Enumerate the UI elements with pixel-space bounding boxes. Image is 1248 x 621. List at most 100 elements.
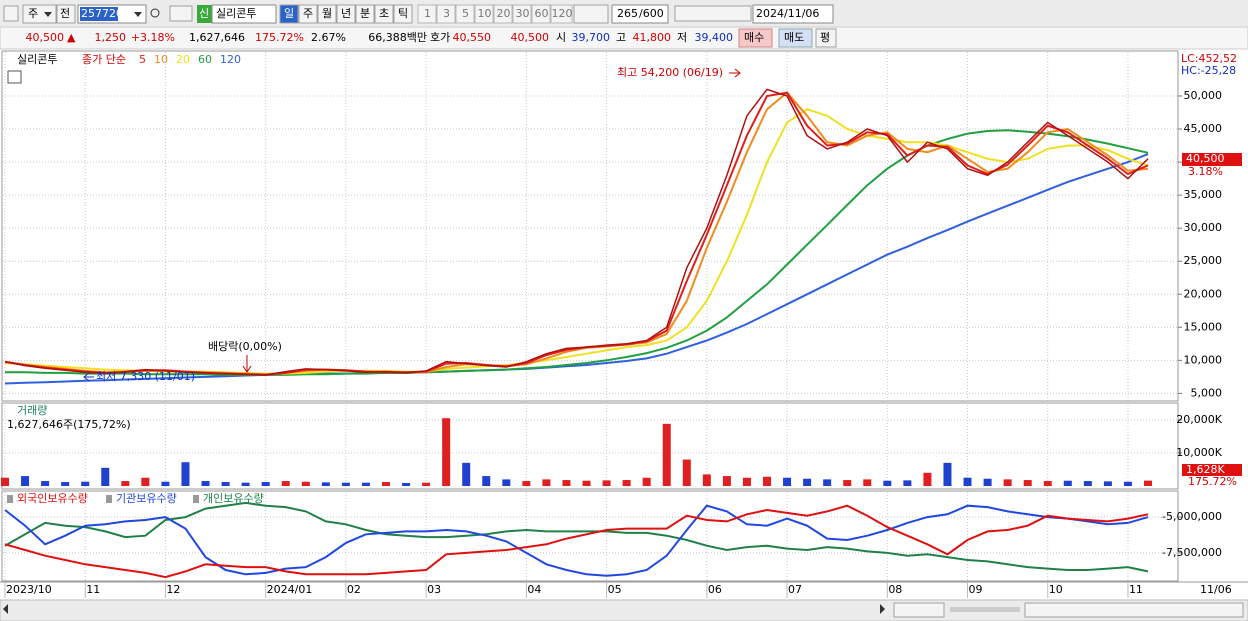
unit-select[interactable] — [573, 4, 609, 24]
tool-icons[interactable] — [674, 5, 752, 22]
minute-button[interactable] — [531, 4, 551, 24]
minute-button[interactable] — [550, 4, 573, 24]
count-max: /600 — [639, 7, 664, 20]
volume-bar — [522, 481, 531, 486]
minute-button[interactable] — [455, 4, 475, 24]
period-label: 월 — [322, 7, 332, 20]
volume-bar — [201, 481, 210, 486]
avg: 평 — [820, 31, 830, 44]
minute-button[interactable] — [436, 4, 456, 24]
volume-bar — [281, 481, 290, 486]
volume-panel — [1, 402, 1179, 490]
sell-button[interactable] — [778, 28, 813, 48]
legend-entry: 60 — [198, 53, 212, 66]
annotation: 배당락(0,00%) — [208, 340, 282, 353]
legend-entry: 5 — [139, 53, 146, 66]
volume-bar — [983, 478, 992, 486]
annotation: 최저 7,330 (11/01) — [96, 370, 195, 383]
x-tick-label: 04 — [527, 583, 541, 596]
volume-bar — [1003, 479, 1012, 486]
minute-label: 60 — [535, 7, 549, 20]
x-tick-label: 05 — [608, 583, 622, 596]
table-icon[interactable] — [7, 70, 22, 84]
search-icon[interactable] — [150, 8, 160, 18]
volume-bar — [161, 481, 170, 486]
avg-button[interactable] — [815, 28, 837, 48]
open-label: 시 — [556, 31, 566, 44]
y-tick-label: -5,000,000 — [1162, 510, 1222, 523]
minute-label: 30 — [516, 7, 530, 20]
x-tick-label: 09 — [969, 583, 983, 596]
x-tick-label: 11 — [1129, 583, 1143, 596]
drawing-tools[interactable] — [1024, 602, 1244, 618]
volume-bar — [341, 482, 350, 486]
sell: 매도 — [784, 31, 804, 44]
period-button[interactable] — [279, 4, 299, 24]
volume-bar — [442, 418, 451, 486]
volume-bar — [1023, 480, 1032, 486]
period-button[interactable] — [393, 4, 413, 24]
period-label: 일 — [284, 6, 294, 20]
x-tick-label: 12 — [166, 583, 180, 596]
volume-bar — [241, 482, 250, 486]
y-tick-label: 20,000K — [1176, 413, 1222, 426]
investor-panel — [1, 490, 1179, 582]
price-box — [1182, 153, 1242, 166]
volume-bar — [843, 480, 852, 486]
name-box — [211, 4, 277, 24]
legend-swatch — [106, 495, 112, 503]
period-type: 주 — [28, 7, 38, 20]
quote-bar — [0, 26, 1248, 50]
volume-bar — [803, 478, 812, 486]
buy-button[interactable] — [738, 28, 773, 48]
period-button[interactable] — [374, 4, 394, 24]
turnover: 2.67% — [311, 31, 346, 44]
amount: 66,388백만 — [368, 31, 427, 44]
period-button[interactable] — [336, 4, 356, 24]
count-box[interactable] — [611, 4, 669, 24]
period-button[interactable] — [317, 4, 337, 24]
code-highlight — [80, 7, 118, 21]
volume-bar — [883, 480, 892, 486]
period-label: 분 — [360, 7, 370, 20]
volume-bar — [141, 477, 150, 486]
menu-icon[interactable] — [3, 5, 19, 22]
legend-entry: 기관보유수량 — [116, 492, 177, 505]
low: 39,400 — [695, 31, 734, 44]
volume-bar — [1144, 480, 1152, 486]
scroll-right[interactable] — [880, 604, 885, 614]
volume-bar — [662, 423, 671, 486]
zoom-slider[interactable] — [950, 607, 1020, 612]
period-type-select[interactable] — [22, 4, 57, 24]
prev-button[interactable] — [56, 4, 76, 24]
volume-bar — [562, 480, 571, 486]
dropdown-arrow — [44, 12, 52, 17]
legend-entry: 120 — [220, 53, 241, 66]
period-button[interactable] — [355, 4, 375, 24]
volume-title: 거래량 — [17, 404, 47, 417]
scroll-left[interactable] — [3, 604, 8, 614]
price: 40,500 — [26, 31, 65, 44]
volume-bar — [361, 482, 370, 486]
bid: 40,500 — [511, 31, 550, 44]
stock-code: 257720 — [81, 7, 123, 20]
legend-swatch — [193, 495, 199, 503]
volume-bar — [783, 477, 792, 486]
minute-button[interactable] — [417, 4, 437, 24]
legend-prefix: 종가 단순 — [82, 53, 126, 66]
minute-button[interactable] — [512, 4, 532, 24]
period-button[interactable] — [298, 4, 318, 24]
date-box[interactable] — [752, 4, 834, 24]
sound-icon[interactable] — [169, 5, 193, 22]
x-tick-label: 11 — [86, 583, 100, 596]
minute-button[interactable] — [493, 4, 513, 24]
x-tick-label: 2023/10 — [6, 583, 52, 596]
playback-controls[interactable] — [893, 602, 945, 618]
volume-bar — [742, 477, 751, 486]
price-box-label: 40,500 — [1186, 152, 1225, 165]
series-line — [4, 504, 1149, 577]
hc-label: HC:-25,28 — [1181, 64, 1236, 77]
volume-subtitle: 1,627,646주(175,72%) — [7, 418, 131, 431]
minute-button[interactable] — [474, 4, 494, 24]
x-tick-label: 10 — [1049, 583, 1063, 596]
